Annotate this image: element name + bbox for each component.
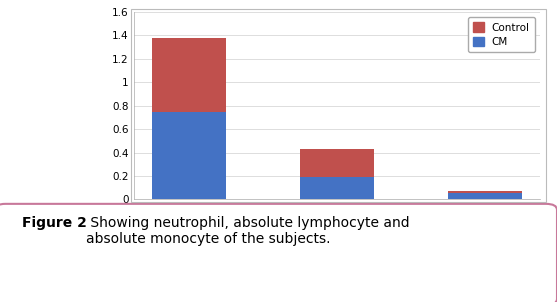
Bar [448, 191, 522, 194]
Text: Showing neutrophil, absolute lymphocyte and
absolute monocyte of the subjects.: Showing neutrophil, absolute lymphocyte … [86, 216, 410, 246]
Bar [300, 177, 374, 199]
Bar [300, 149, 374, 177]
Bar [152, 38, 226, 111]
Bar [448, 194, 522, 199]
Legend: Control, CM: Control, CM [468, 17, 535, 52]
Bar [152, 111, 226, 199]
Text: Figure 2: Figure 2 [22, 216, 87, 230]
